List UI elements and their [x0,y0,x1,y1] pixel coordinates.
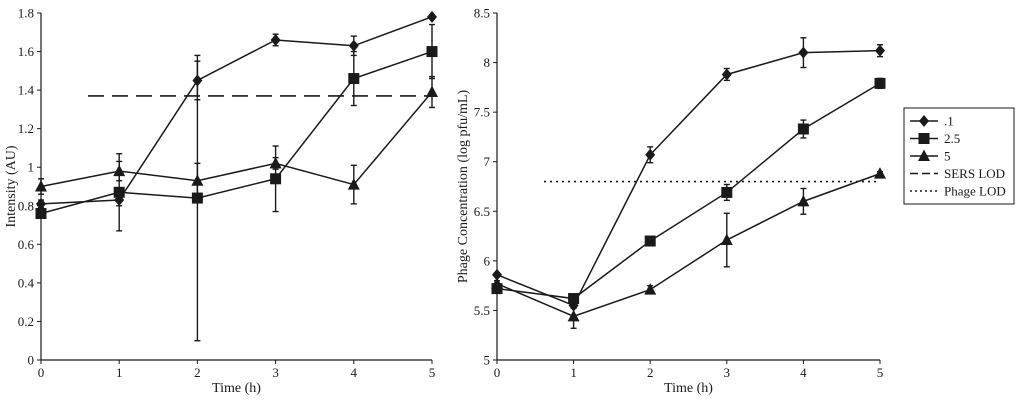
x-tick-label: 4 [800,365,807,380]
x-tick-label: 1 [116,365,123,380]
data-point-square [797,123,809,135]
legend-label: 2.5 [944,131,960,146]
legend-label: .1 [944,114,954,129]
y-tick-label: 0 [28,353,35,368]
y-tick-label: 0.4 [18,275,35,290]
series-triangle [35,75,438,205]
series-square [491,77,886,305]
x-tick-label: 1 [570,365,577,380]
x-axis-label: Time (h) [212,381,261,396]
series-line [496,82,881,300]
data-point-diamond [875,44,885,57]
series-square [35,23,438,342]
x-tick-label: 5 [429,365,436,380]
data-point-triangle [874,167,886,179]
legend-entry: .1 [910,114,954,129]
data-point-diamond [645,148,656,161]
data-point-triangle [35,180,47,192]
data-point-triangle [720,233,733,246]
y-tick-label: 8.5 [474,6,490,21]
data-point-diamond [36,197,46,210]
y-tick-label: 5 [484,353,491,368]
y-tick-label: 0.8 [18,198,34,213]
phage-concentration-chart: 5 5.5 6 6.5 7 7.5 8 8.5 0 1 2 3 4 5 Time (h) Phage Conc… [456,6,886,396]
data-point-square [35,207,47,219]
data-point-triangle [567,309,580,322]
y-tick-label: 1.6 [18,44,35,59]
data-point-triangle [347,178,360,190]
legend-marker-diamond [919,115,929,127]
data-point-diamond [348,39,359,52]
y-axis-label: Intensity (AU) [4,145,19,227]
series-line [496,49,881,307]
series-line [40,50,433,215]
legend-entry: 5 [910,149,951,164]
data-point-square [426,46,438,58]
data-point-square [644,235,656,247]
y-axis-label: Phage Concentration (log pfu/mL) [456,90,471,284]
data-point-diamond [721,68,732,81]
legend-entry: Phage LOD [910,184,1006,199]
series-line [40,16,433,205]
data-point-triangle [491,277,503,289]
data-point-diamond [427,10,437,23]
y-tick-label: 0.2 [18,314,34,329]
x-tick-label: 3 [724,365,731,380]
data-point-square [568,293,580,305]
x-tick-label: 4 [351,365,358,380]
legend-label: SERS LOD [944,166,1005,181]
legend-entry: SERS LOD [910,166,1005,181]
y-tick-label: 1.4 [18,83,35,98]
x-tick-label: 2 [647,365,654,380]
data-point-triangle [797,194,810,207]
data-point-triangle [113,164,126,177]
legend-entry: 2.5 [910,131,960,146]
series-line [40,91,433,188]
y-tick-label: 6 [484,253,491,268]
data-point-triangle [426,85,438,98]
data-point-square [721,186,733,198]
data-point-square [348,73,360,85]
legend-marker-square [918,133,930,144]
series-diamond [36,10,437,210]
series-diamond [492,37,885,312]
y-tick-label: 0.6 [18,237,35,252]
y-tick-label: 1.8 [18,6,34,21]
x-tick-label: 0 [38,365,45,380]
y-tick-label: 7 [484,154,491,169]
data-point-triangle [191,174,204,186]
x-tick-label: 3 [272,365,279,380]
series-triangle [491,167,886,329]
x-tick-label: 0 [494,365,501,380]
legend-label: Phage LOD [944,184,1006,199]
data-point-square [113,186,125,198]
intensity-chart: 0 0.2 0.4 0.6 0.8 1 1.2 1.4 1.6 1.8 0 1 2 3 4 5 Time (h)… [4,6,438,396]
data-point-diamond [270,33,281,46]
y-tick-label: 8 [484,55,491,70]
data-point-diamond [798,46,809,59]
data-point-square [270,173,282,185]
data-point-square [874,77,886,89]
x-axis-label: Time (h) [664,381,713,396]
legend-label: 5 [944,149,951,164]
data-point-triangle [644,283,657,295]
y-tick-label: 7.5 [474,105,490,120]
y-tick-label: 5.5 [474,303,490,318]
legend: .1 2.5 5 SERS LOD Phage LOD [903,107,1015,205]
y-tick-label: 1.2 [18,121,34,136]
data-point-diamond [492,268,502,281]
legend-marker-triangle [918,149,930,161]
data-point-triangle [269,156,282,169]
series-line [496,172,881,318]
x-tick-label: 5 [877,365,884,380]
y-tick-label: 6.5 [474,204,490,219]
x-tick-label: 2 [194,365,201,380]
y-tick-label: 1 [28,160,35,175]
